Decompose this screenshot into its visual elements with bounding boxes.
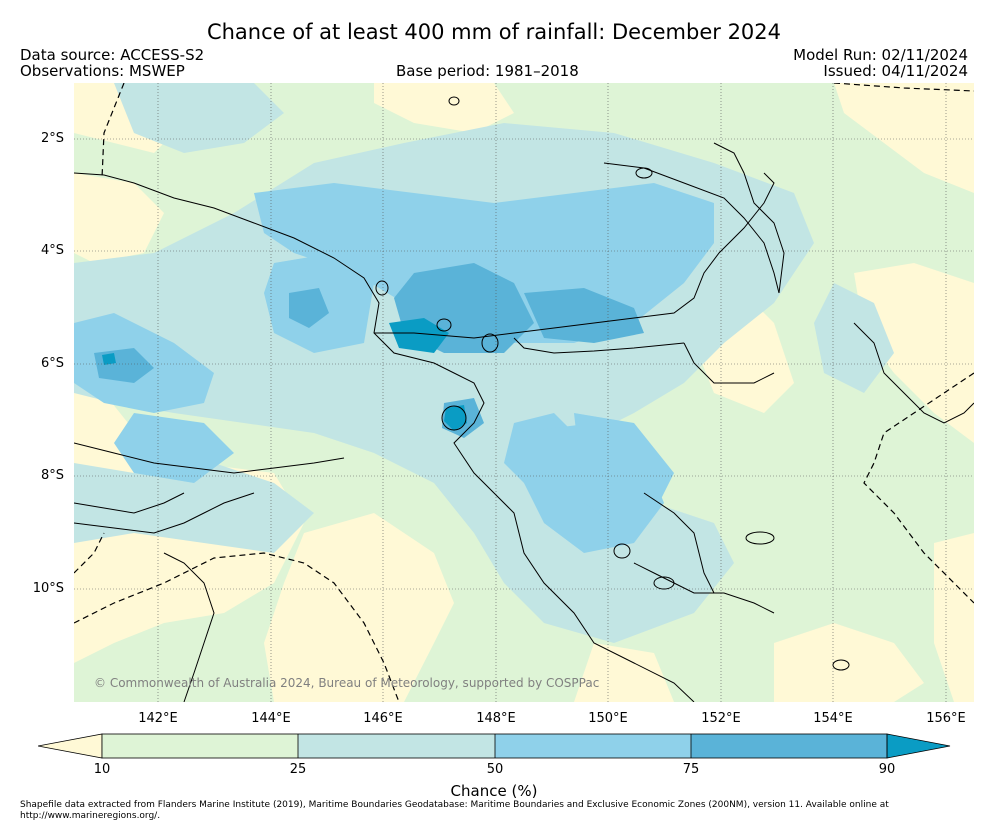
- lat-label-8s: 8°S: [40, 468, 64, 483]
- colorbar-segment-above-90: [886, 733, 951, 759]
- model-run-text: Model Run: 02/11/2024: [793, 46, 968, 64]
- lon-label-150e: 150°E: [588, 711, 628, 726]
- colorbar-tick-90: 90: [878, 762, 896, 777]
- lat-label-10s: 10°S: [32, 581, 64, 596]
- lon-label-152e: 152°E: [701, 711, 741, 726]
- map-canvas: © Commonwealth of Australia 2024, Bureau…: [74, 83, 974, 702]
- lon-label-146e: 146°E: [363, 711, 403, 726]
- colorbar-tick-75: 75: [682, 762, 700, 777]
- lat-label-6s: 6°S: [40, 356, 64, 371]
- issued-date-text: Issued: 04/11/2024: [823, 62, 968, 80]
- colorbar-outline: [101, 733, 888, 759]
- observations-text: Observations: MSWEP: [20, 62, 185, 80]
- colorbar-tick-25: 25: [289, 762, 307, 777]
- rainfall-probability-map: © Commonwealth of Australia 2024, Bureau…: [74, 83, 974, 702]
- probability-above-90-regions: [102, 318, 467, 431]
- map-graticule: [74, 83, 974, 702]
- colorbar-label: Chance (%): [450, 782, 538, 800]
- data-source-text: Data source: ACCESS-S2: [20, 46, 205, 64]
- colorbar-segment-50-75: [495, 734, 691, 758]
- map-title: Chance of at least 400 mm of rainfall: D…: [206, 20, 782, 44]
- shapefile-note: Shapefile data extracted from Flanders M…: [20, 800, 889, 821]
- lat-label-2s: 2°S: [40, 131, 64, 146]
- lon-label-142e: 142°E: [138, 711, 178, 726]
- colorbar-tick-50: 50: [486, 762, 504, 777]
- colorbar-segment-10-25: [102, 734, 298, 758]
- coastlines: [74, 96, 974, 702]
- colorbar-segment-25-50: [298, 734, 495, 758]
- maritime-boundaries: [74, 83, 974, 702]
- colorbar-segment-below-10: [38, 733, 103, 759]
- lon-label-156e: 156°E: [926, 711, 966, 726]
- colorbar: [38, 733, 951, 759]
- colorbar-dividers: [297, 734, 692, 758]
- base-period-text: Base period: 1981–2018: [396, 62, 579, 80]
- lon-label-154e: 154°E: [813, 711, 853, 726]
- lon-label-144e: 144°E: [251, 711, 291, 726]
- lon-label-148e: 148°E: [476, 711, 516, 726]
- copyright-text: © Commonwealth of Australia 2024, Bureau…: [94, 676, 599, 690]
- lat-label-4s: 4°S: [40, 243, 64, 258]
- colorbar-segment-75-90: [691, 734, 887, 758]
- colorbar-tick-10: 10: [93, 762, 111, 777]
